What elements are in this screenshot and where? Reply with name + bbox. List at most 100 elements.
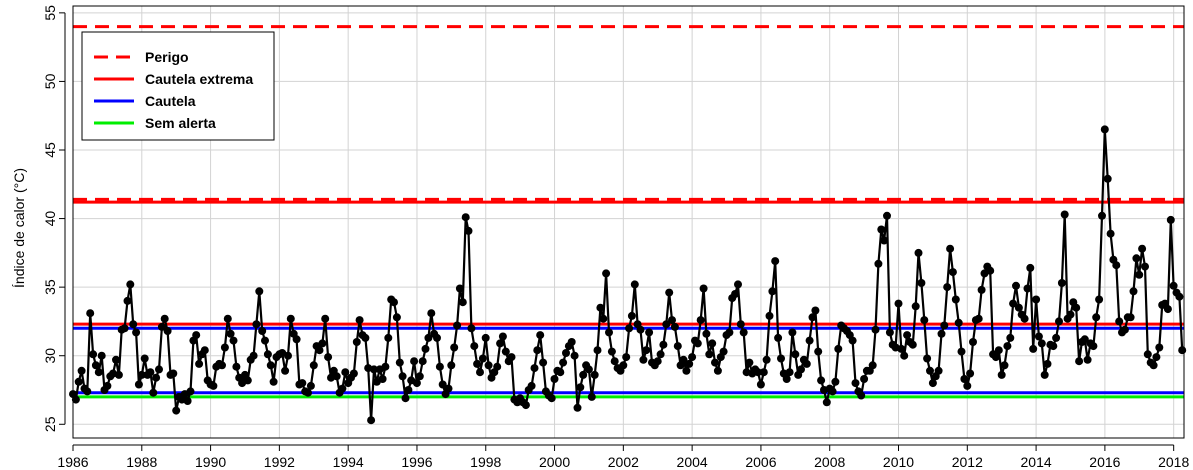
data-point [957,347,966,356]
data-point [997,370,1006,379]
data-point [444,384,453,393]
data-point [286,314,295,323]
x-tick-label-2014: 2014 [1021,454,1052,470]
data-point [605,328,613,337]
data-point [1143,350,1152,359]
x-tick-label-2010: 2010 [883,454,914,470]
data-point [974,314,983,323]
reference-lines [73,25,1184,399]
data-point [315,346,324,355]
data-point [467,324,476,333]
data-point [404,386,413,394]
data-point [410,357,419,366]
data-point [1098,211,1106,220]
data-point [384,333,393,342]
data-point [782,375,791,383]
data-point [496,339,505,348]
data-point [484,361,493,370]
data-point [1103,174,1112,183]
legend-label-3: Sem alerta [145,115,216,131]
data-point [1052,333,1061,342]
data-point [476,368,484,377]
data-point [708,339,717,348]
data-point [157,322,166,331]
y-tick-label-40: 40 [42,211,58,227]
data-point [937,329,946,338]
x-tick-label-1990: 1990 [195,454,226,470]
data-point [192,331,201,340]
data-point [1023,284,1032,293]
data-point [1066,310,1075,319]
data-point [848,336,857,345]
data-point [851,379,860,388]
data-point [97,351,106,360]
data-point [361,333,370,342]
data-point [1026,263,1035,272]
data-point [593,346,602,355]
data-point [713,366,722,375]
data-point [318,339,327,348]
data-point [501,347,510,356]
data-point [960,375,969,383]
data-point [461,213,470,222]
data-point [281,366,290,375]
data-point [1120,325,1129,334]
data-point [926,366,934,375]
data-point [883,211,891,220]
data-point [103,381,112,390]
data-point [610,357,619,366]
data-point [370,365,378,374]
data-point [1057,279,1066,287]
data-point [455,284,464,293]
data-point [1072,303,1081,312]
data-point [547,394,556,403]
data-point [1132,254,1141,263]
data-point [986,266,995,275]
data-point [880,236,889,245]
data-point [114,370,123,379]
data-point [1020,314,1029,323]
data-point [951,295,960,304]
data-point [269,377,278,386]
x-tick-label-2006: 2006 [745,454,776,470]
x-tick-label-1988: 1988 [126,454,157,470]
data-point [711,358,719,367]
y-tick-label-55: 55 [42,5,58,21]
data-point [226,329,235,338]
data-point [584,365,593,374]
data-point [218,361,226,370]
data-point [797,365,805,374]
data-point [948,268,957,277]
data-point [1003,342,1012,351]
data-point [894,299,903,308]
data-point [458,298,467,307]
y-axis: 25 30 35 40 45 50 55 [42,5,66,432]
data-point [83,387,92,396]
data-point [435,362,444,371]
data-point [1175,292,1184,301]
data-point [1129,287,1138,296]
data-point [777,354,785,363]
data-point [453,321,462,330]
data-point [771,257,780,266]
data-point [341,368,350,377]
data-point [352,338,361,346]
x-tick-label-1994: 1994 [333,454,364,470]
data-point [923,354,932,363]
data-point [911,302,920,311]
data-point [172,406,181,415]
data-point [1075,357,1084,366]
data-point [785,368,794,377]
data-point [946,244,955,253]
data-point [1115,317,1124,326]
data-point [576,383,585,392]
data-point [378,375,387,383]
data-point [450,343,459,352]
data-point [696,316,705,325]
legend-label-0: Perigo [145,49,189,65]
data-point [1029,344,1038,353]
data-point [940,321,949,330]
data-point [817,376,826,385]
data-point [570,351,579,360]
data-point [814,347,823,356]
